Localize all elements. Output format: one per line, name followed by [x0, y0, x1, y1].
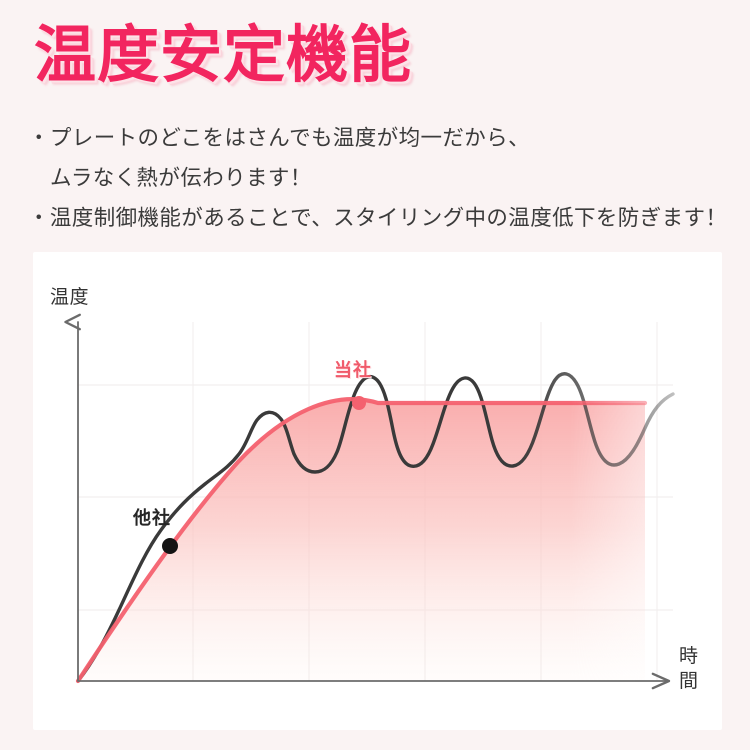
- others-data-marker: [162, 538, 178, 554]
- bullet-line-1: ・プレートのどこをはさんでも温度が均一だから、: [28, 126, 530, 150]
- series-line-ours: [75, 397, 648, 684]
- series-label-ours: 当社: [334, 360, 372, 380]
- page-title: 温度安定機能: [34, 21, 413, 90]
- series-line-others: [76, 372, 675, 683]
- bullet-list: ・プレートのどこをはさんでも温度が均一だから、 ムラなく熱が伝わります！ ・温度…: [28, 118, 738, 238]
- bullet-line-2: ムラなく熱が伝わります！: [50, 166, 312, 190]
- ours-area-fill: [78, 399, 645, 681]
- header-block: 温度安定機能 ・プレートのどこをはさんでも温度が均一だから、 ムラなく熱が伝わり…: [0, 0, 750, 250]
- ours-data-marker: [352, 396, 366, 410]
- chart-card: 温度 時間 当社 他社: [33, 252, 722, 730]
- chart-axes: [64, 313, 671, 690]
- temperature-stability-chart: [64, 313, 675, 690]
- bullet-line-3: ・温度制御機能があることで、スタイリング中の温度低下を防ぎます！: [28, 206, 728, 230]
- series-label-others: 他社: [133, 508, 171, 528]
- x-axis-label: 時間: [679, 646, 699, 692]
- y-axis-label: 温度: [50, 287, 90, 308]
